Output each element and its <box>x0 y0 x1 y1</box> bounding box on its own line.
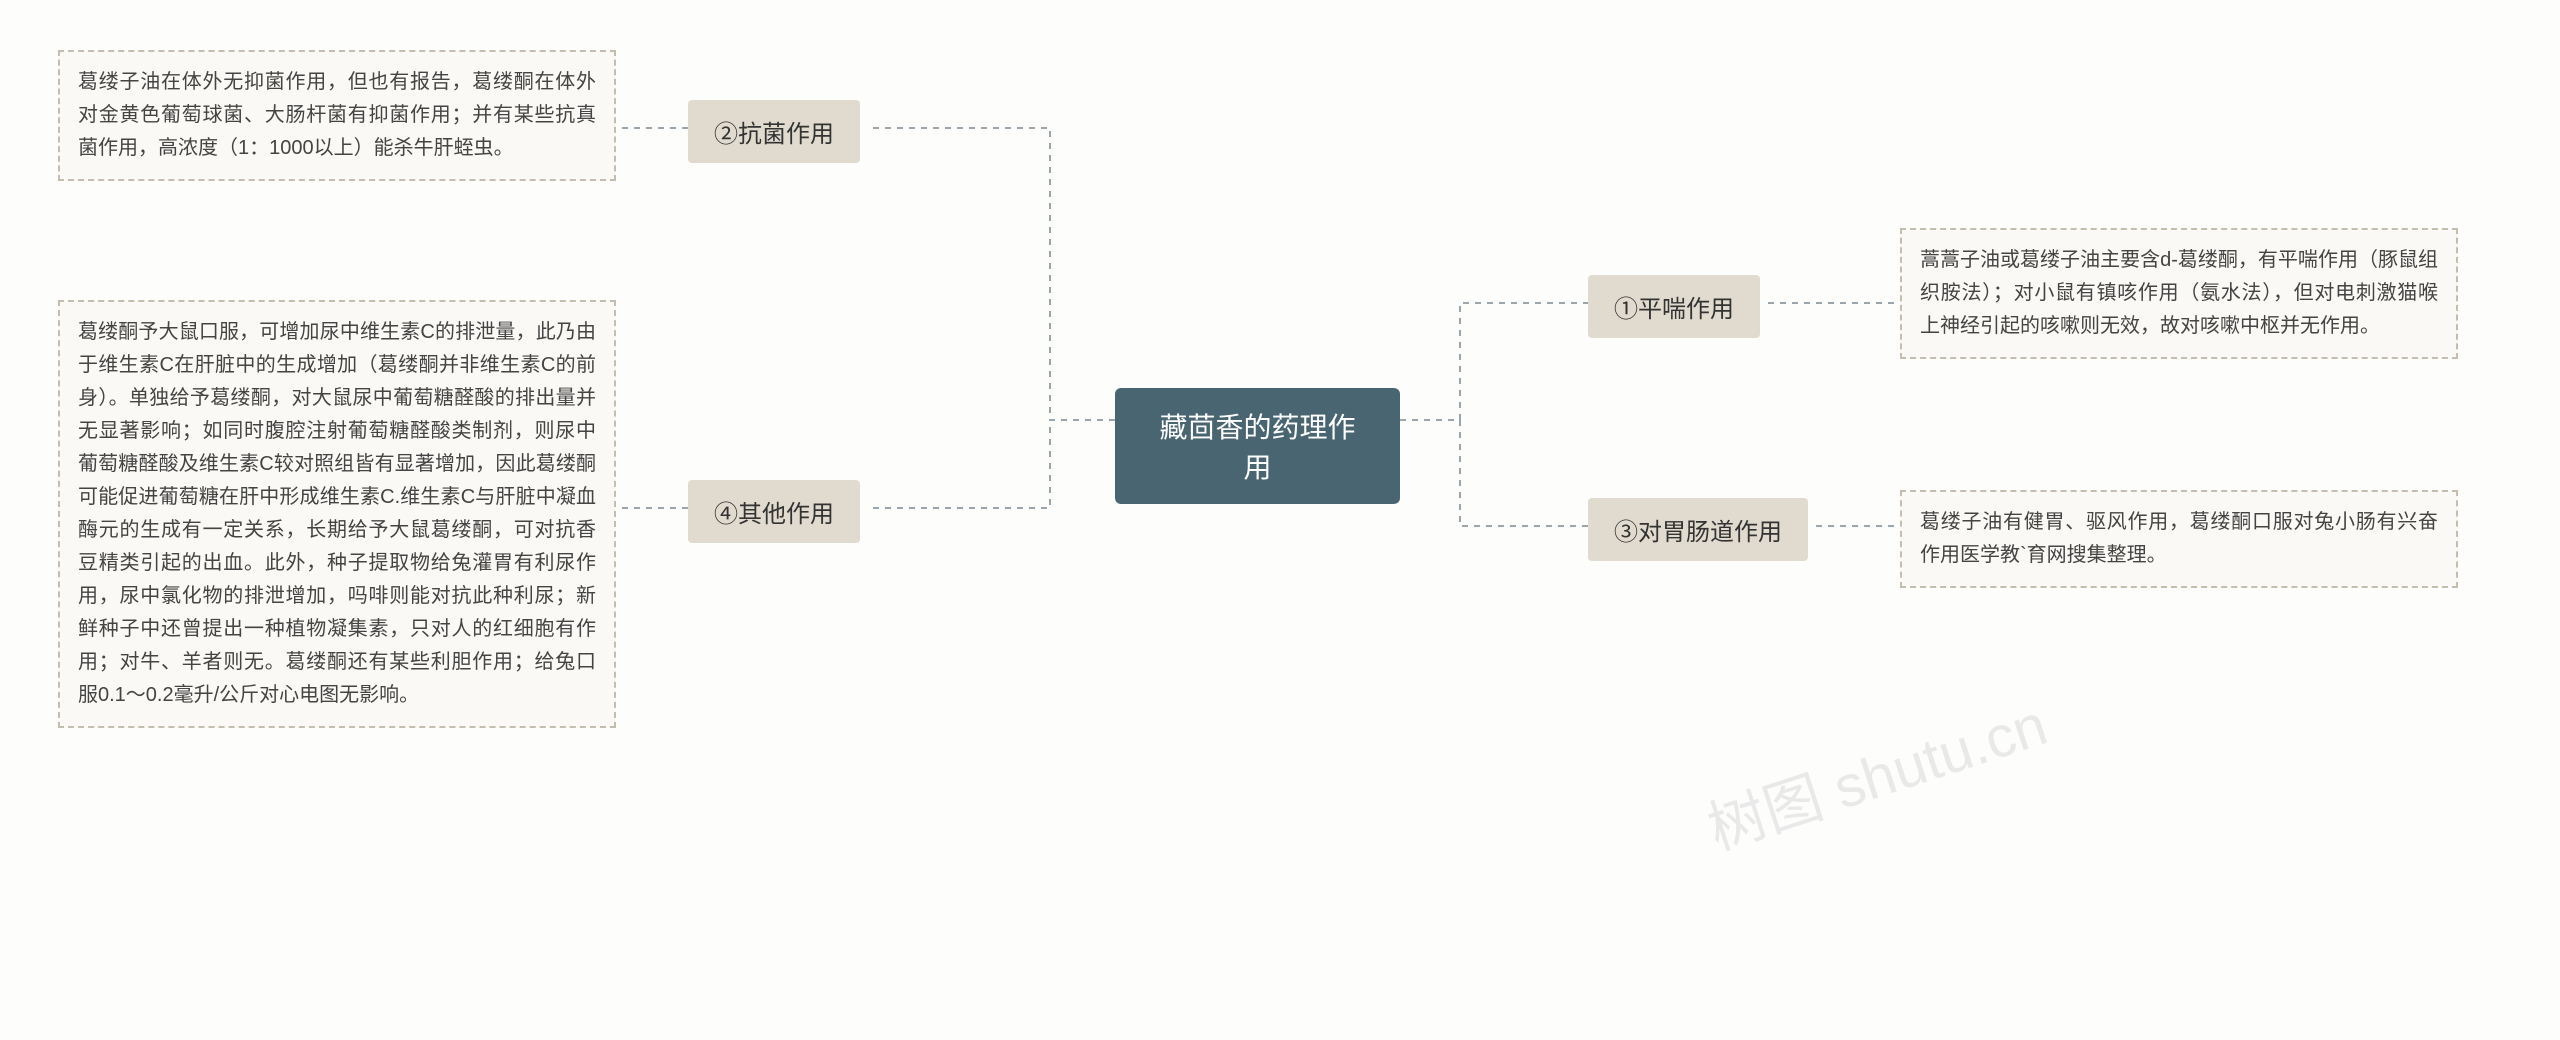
leaf-2: 葛缕子油在体外无抑菌作用，但也有报告，葛缕酮在体外对金黄色葡萄球菌、大肠杆菌有抑… <box>58 50 616 181</box>
leaf-4: 葛缕酮予大鼠口服，可增加尿中维生素C的排泄量，此乃由于维生素C在肝脏中的生成增加… <box>58 300 616 728</box>
conn-root-b1 <box>1400 303 1588 420</box>
watermark-2: 树图 shutu.cn <box>1696 678 2056 866</box>
leaf-1: 蒿蒿子油或葛缕子油主要含d-葛缕酮，有平喘作用（豚鼠组织胺法）；对小鼠有镇咳作用… <box>1900 228 2458 359</box>
leaf-3: 葛缕子油有健胃、驱风作用，葛缕酮口服对兔小肠有兴奋作用医学教`育网搜集整理。 <box>1900 490 2458 588</box>
branch-2: ②抗菌作用 <box>688 100 860 163</box>
branch-3: ③对胃肠道作用 <box>1588 498 1808 561</box>
branch-4: ④其他作用 <box>688 480 860 543</box>
branch-1: ①平喘作用 <box>1588 275 1760 338</box>
root-node: 藏茴香的药理作用 <box>1115 388 1400 504</box>
conn-root-b3 <box>1400 420 1588 526</box>
conn-root-b4 <box>868 420 1115 508</box>
conn-root-b2 <box>868 128 1115 420</box>
